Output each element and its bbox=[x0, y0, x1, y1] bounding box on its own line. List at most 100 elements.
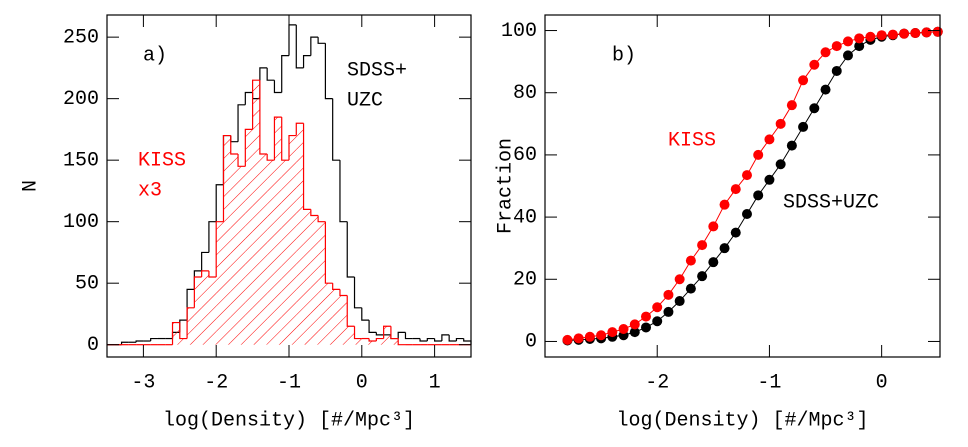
data-point bbox=[697, 240, 708, 251]
annotation: UZC bbox=[347, 89, 383, 112]
x-axis-label: log(Density) [#/Mpc³] bbox=[616, 409, 868, 432]
x-tick-label: 0 bbox=[356, 371, 368, 394]
data-point bbox=[730, 184, 741, 195]
data-point bbox=[820, 84, 831, 95]
histogram-step bbox=[281, 54, 289, 93]
histogram-step bbox=[208, 221, 217, 253]
data-point bbox=[831, 65, 842, 76]
histogram-step bbox=[434, 338, 442, 342]
histogram-step bbox=[193, 276, 202, 308]
histogram-step bbox=[281, 117, 289, 161]
data-point bbox=[775, 118, 786, 129]
histogram-step bbox=[310, 36, 319, 56]
hatched-bar bbox=[187, 307, 195, 345]
histogram-step bbox=[404, 332, 413, 340]
data-point bbox=[798, 121, 809, 132]
data-point bbox=[786, 100, 797, 111]
series-line bbox=[567, 31, 938, 341]
histogram-step bbox=[397, 331, 406, 339]
data-point bbox=[685, 283, 696, 294]
histogram-step bbox=[273, 80, 282, 94]
histogram-step bbox=[179, 319, 188, 333]
histogram-step bbox=[237, 154, 246, 167]
data-point bbox=[775, 159, 786, 170]
data-point bbox=[674, 296, 685, 307]
panel: -3 -2 -1 0 1 0 50 100 150 200 250 log(Density) [#/M… bbox=[19, 14, 472, 432]
hatched-bar bbox=[172, 322, 180, 345]
data-point bbox=[932, 26, 943, 37]
hatched-bar bbox=[252, 80, 260, 345]
data-point bbox=[887, 29, 898, 40]
data-point bbox=[753, 190, 764, 201]
data-point bbox=[921, 27, 932, 38]
series-label: KISS bbox=[668, 129, 716, 152]
histogram-step bbox=[339, 289, 348, 297]
histogram-step bbox=[390, 326, 399, 340]
y-tick-label: 250 bbox=[63, 26, 99, 49]
annotation: SDSS+ bbox=[347, 59, 407, 82]
hatched-bar bbox=[179, 338, 188, 345]
histogram-step bbox=[375, 337, 384, 342]
data-point bbox=[697, 271, 708, 282]
histogram-step bbox=[441, 334, 450, 342]
data-point bbox=[719, 199, 730, 210]
y-tick-label: 0 bbox=[87, 334, 99, 357]
data-point bbox=[607, 327, 618, 338]
histogram-step bbox=[368, 320, 377, 333]
x-tick-label: -2 bbox=[204, 371, 228, 394]
histogram-step bbox=[215, 184, 224, 222]
data-point bbox=[562, 334, 573, 345]
data-point bbox=[854, 33, 865, 44]
histogram-step bbox=[317, 215, 326, 223]
y-tick-label: 100 bbox=[501, 20, 537, 43]
data-point bbox=[640, 311, 651, 322]
hatched-bar bbox=[303, 209, 311, 345]
histogram-step bbox=[361, 307, 370, 321]
histogram-step bbox=[346, 295, 355, 327]
histogram-step bbox=[186, 307, 195, 339]
y-tick-label: 100 bbox=[63, 211, 99, 234]
data-point bbox=[831, 41, 842, 52]
data-point bbox=[596, 330, 607, 341]
histogram-step bbox=[383, 325, 391, 339]
y-tick-label: 50 bbox=[75, 272, 99, 295]
data-point bbox=[573, 333, 584, 344]
histogram-step bbox=[353, 326, 362, 340]
y-tick-label: 20 bbox=[513, 269, 537, 292]
y-tick-label: 80 bbox=[513, 82, 537, 105]
data-point bbox=[652, 316, 663, 327]
histogram-step bbox=[426, 337, 435, 342]
data-point bbox=[842, 50, 853, 61]
histogram-step bbox=[230, 135, 239, 155]
histogram-step bbox=[375, 332, 384, 336]
data-point bbox=[876, 30, 887, 41]
hatched-bar bbox=[194, 277, 202, 345]
data-point bbox=[809, 103, 820, 114]
series-label: SDSS+UZC bbox=[783, 191, 879, 214]
hatched-bar bbox=[325, 283, 333, 345]
data-point bbox=[663, 306, 674, 317]
histogram-step bbox=[201, 270, 209, 278]
series-line bbox=[567, 31, 938, 342]
histogram-step bbox=[150, 337, 158, 342]
x-tick-label: 0 bbox=[876, 371, 888, 394]
data-point bbox=[842, 36, 853, 47]
y-tick-label: 60 bbox=[513, 144, 537, 167]
x-tick-label: -2 bbox=[645, 371, 669, 394]
x-tick-label: 1 bbox=[429, 371, 441, 394]
annotation: a) bbox=[143, 44, 167, 67]
histogram-step bbox=[135, 340, 144, 343]
data-point bbox=[629, 327, 640, 338]
y-axis-label: Fraction bbox=[494, 138, 517, 234]
hatched-bar bbox=[369, 341, 377, 345]
histogram-step bbox=[222, 134, 231, 222]
data-point bbox=[640, 322, 651, 333]
histogram-step bbox=[353, 277, 362, 309]
annotation: b) bbox=[612, 44, 636, 67]
hatched-bar bbox=[245, 129, 253, 345]
histogram-step bbox=[317, 37, 326, 44]
data-point bbox=[741, 170, 752, 181]
histogram-step bbox=[288, 134, 297, 161]
hatched-bar bbox=[347, 326, 355, 345]
y-tick-label: 150 bbox=[63, 149, 99, 172]
